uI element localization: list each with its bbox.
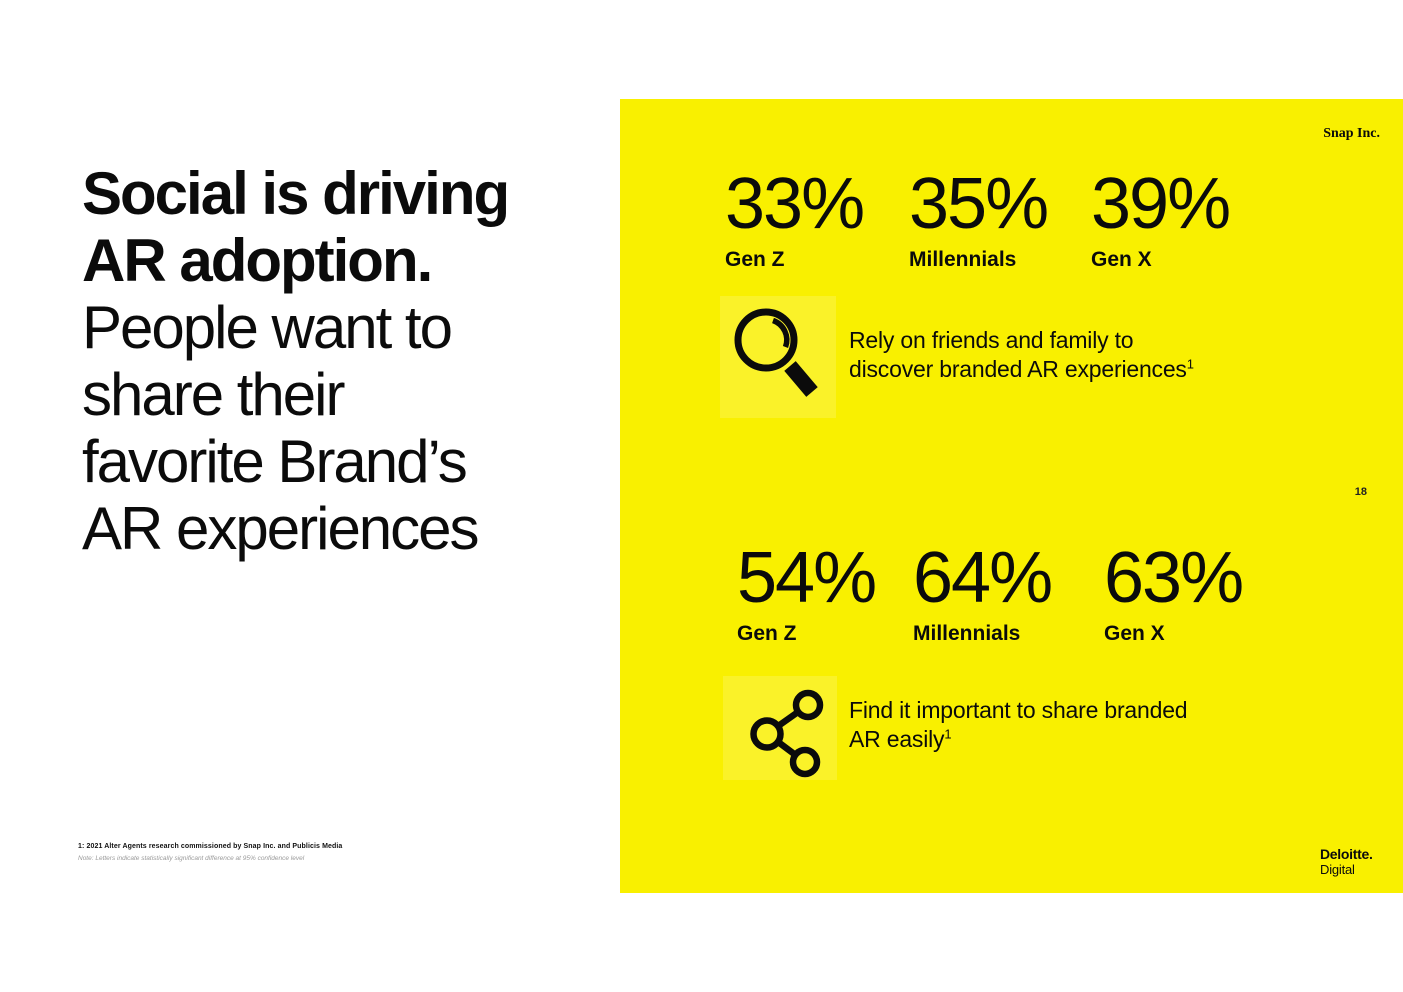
footnote-note: Note: Letters indicate statistically sig… bbox=[78, 855, 305, 862]
stat-label: Gen X bbox=[1091, 248, 1152, 271]
stat-value: 54% bbox=[737, 538, 877, 618]
footnote: 1: 2021 Alter Agents research commission… bbox=[78, 843, 342, 862]
stat-label: Gen Z bbox=[725, 248, 785, 271]
caption-line: Rely on friends and family to bbox=[849, 327, 1134, 353]
page-title: Social is driving AR adoption. People wa… bbox=[82, 160, 602, 562]
caption-line: discover branded AR experiences1 bbox=[849, 356, 1194, 382]
caption-share: Find it important to share branded AR ea… bbox=[849, 696, 1188, 754]
stat-genx-bottom: 63% Gen X bbox=[1104, 538, 1244, 646]
stat-genz-top: 33% Gen Z bbox=[725, 164, 865, 272]
caption-line: AR easily1 bbox=[849, 726, 952, 752]
logo-line: Digital bbox=[1320, 862, 1355, 877]
logo-line: Deloitte. bbox=[1320, 846, 1373, 862]
magnifier-icon bbox=[720, 296, 836, 418]
stat-label: Gen Z bbox=[737, 622, 797, 645]
stat-label: Millennials bbox=[909, 248, 1017, 271]
page-number: 18 bbox=[1354, 486, 1367, 498]
title-line: share their bbox=[82, 361, 345, 428]
title-line: favorite Brand’s bbox=[82, 428, 468, 495]
title-line: AR experiences bbox=[82, 495, 480, 562]
stat-genz-bottom: 54% Gen Z bbox=[737, 538, 877, 646]
share-icon bbox=[723, 676, 837, 780]
stat-label: Gen X bbox=[1104, 622, 1165, 645]
stat-millennials-top: 35% Millennials bbox=[909, 164, 1049, 272]
stat-value: 39% bbox=[1091, 164, 1231, 244]
stat-label: Millennials bbox=[913, 622, 1021, 645]
title-line: AR adoption. bbox=[82, 227, 433, 294]
title-line: People want to bbox=[82, 294, 453, 361]
stat-value: 33% bbox=[725, 164, 865, 244]
footnote-ref: 1 bbox=[944, 726, 952, 742]
stat-millennials-bottom: 64% Millennials bbox=[913, 538, 1053, 646]
yellow-panel: Snap Inc. 33% Gen Z 35% Millennials 39% … bbox=[620, 99, 1403, 893]
title-line: Social is driving bbox=[82, 160, 510, 227]
caption-line: Find it important to share branded bbox=[849, 697, 1188, 723]
stat-value: 63% bbox=[1104, 538, 1244, 618]
deloitte-digital-logo: Deloitte. Digital bbox=[1320, 846, 1373, 877]
caption-discover: Rely on friends and family to discover b… bbox=[849, 326, 1194, 384]
footnote-source: 1: 2021 Alter Agents research commission… bbox=[78, 843, 343, 850]
footnote-ref: 1 bbox=[1186, 356, 1194, 372]
stat-value: 64% bbox=[913, 538, 1053, 618]
snap-inc-logo: Snap Inc. bbox=[1323, 126, 1380, 141]
stat-value: 35% bbox=[909, 164, 1049, 244]
stat-genx-top: 39% Gen X bbox=[1091, 164, 1231, 272]
